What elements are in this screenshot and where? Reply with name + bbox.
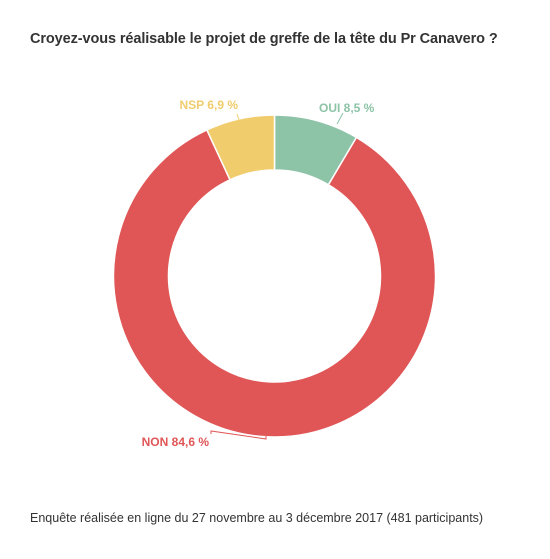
survey-footnote: Enquête réalisée en ligne du 27 novembre… <box>30 511 484 525</box>
donut-slices <box>112 114 437 438</box>
slice-label-oui: OUI 8,5 % <box>319 101 375 115</box>
leader-line-non <box>210 430 267 440</box>
label-leader-lines <box>210 112 344 440</box>
leader-line-nsp <box>236 113 240 121</box>
slice-label-non: NON 84,6 % <box>142 435 210 449</box>
chart-title: Croyez-vous réalisable le projet de gref… <box>30 31 498 47</box>
slice-label-nsp: NSP 6,9 % <box>180 98 239 112</box>
leader-line-oui <box>336 112 344 125</box>
slice-nsp <box>205 114 276 181</box>
slice-non <box>112 128 437 438</box>
slice-labels: OUI 8,5 % NON 84,6 % NSP 6,9 % <box>142 98 375 449</box>
